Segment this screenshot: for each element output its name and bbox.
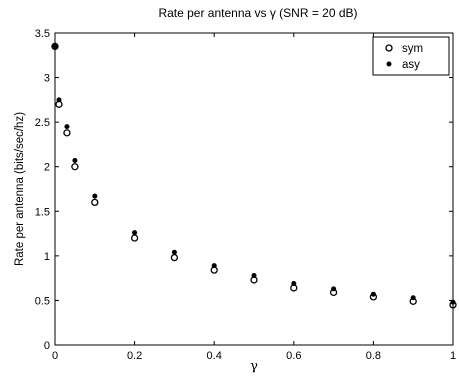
legend-marker-asy	[386, 61, 392, 67]
data-point-asy	[450, 299, 456, 305]
data-point-asy	[72, 157, 78, 163]
data-point-sym	[71, 163, 79, 171]
data-point-asy	[331, 286, 337, 292]
data-point-asy	[56, 97, 62, 103]
data-point-sym	[130, 234, 139, 242]
legend-box	[372, 36, 450, 76]
x-tick-label: 0.2	[127, 350, 142, 362]
data-point-sym	[63, 129, 71, 137]
y-axis: 0 0.5 1 1.5 2 2.5 3 3.5	[35, 28, 453, 352]
plot-frame	[54, 32, 454, 346]
y-tick-label: 3	[44, 73, 50, 85]
data-point-sym	[91, 198, 99, 207]
legend-label-sym: sym	[402, 43, 423, 55]
y-tick-label: 0	[44, 340, 50, 352]
data-point-asy	[410, 295, 416, 301]
data-point-asy	[211, 263, 217, 269]
legend-label-asy: asy	[402, 59, 420, 71]
data-point-sym	[170, 253, 179, 262]
data-point-asy	[132, 230, 138, 236]
x-tick-label: 0.4	[207, 350, 222, 362]
x-tick-label: 0.6	[286, 350, 301, 362]
data-point-asy	[52, 43, 58, 49]
data-point-asy	[64, 124, 70, 130]
legend: sym asy	[372, 36, 450, 76]
legend-marker-sym	[385, 44, 393, 52]
y-tick-label: 2.5	[35, 117, 50, 129]
y-tick-label: 0.5	[35, 295, 50, 307]
x-axis: 0 0.2 0.4 0.6 0.8 1	[52, 33, 456, 362]
y-tick-label: 3.5	[35, 28, 50, 40]
data-point-asy	[291, 280, 297, 286]
y-tick-label: 2	[44, 162, 50, 174]
x-tick-label: 1	[450, 350, 456, 362]
y-tick-label: 1.5	[35, 206, 50, 218]
data-point-asy	[370, 291, 376, 297]
x-tick-label: 0	[52, 350, 58, 362]
data-point-asy	[251, 272, 257, 278]
x-tick-label: 0.8	[366, 350, 381, 362]
data-points	[51, 42, 457, 309]
x-axis-label: γ	[250, 359, 258, 374]
y-axis-label: Rate per antenna (bits/sec/hz)	[14, 112, 26, 266]
y-tick-label: 1	[44, 251, 50, 263]
data-point-asy	[92, 193, 98, 199]
data-point-sym	[51, 42, 59, 51]
chart-title: Rate per antenna vs γ (SNR = 20 dB)	[158, 6, 357, 20]
data-point-asy	[171, 249, 177, 255]
